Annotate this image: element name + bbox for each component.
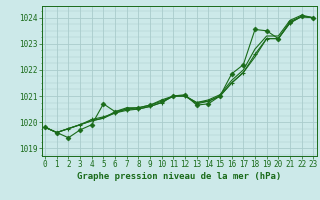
X-axis label: Graphe pression niveau de la mer (hPa): Graphe pression niveau de la mer (hPa) [77, 172, 281, 181]
